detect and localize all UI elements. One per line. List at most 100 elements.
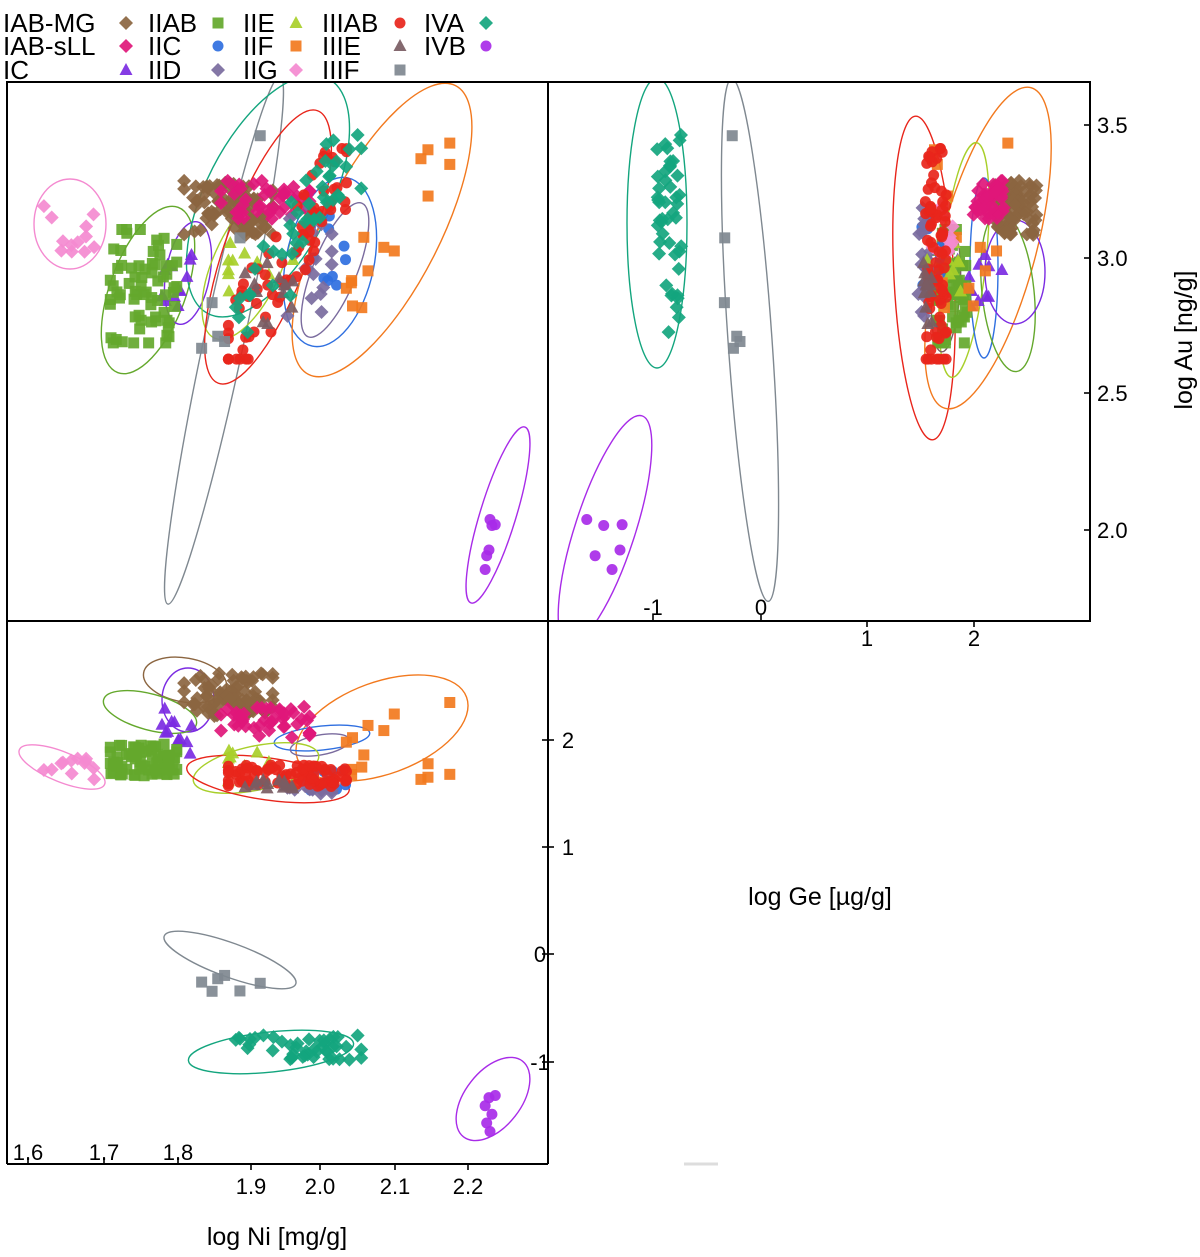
point-ge-au-iiiab: [938, 353, 950, 365]
point-ni-au-iiab: [113, 292, 125, 304]
point-ni-au-iva: [354, 141, 369, 156]
point-ni-ge-iiie: [261, 777, 275, 790]
point-ge-au-iva: [672, 133, 687, 148]
point-ge-au-iva: [653, 234, 668, 249]
point-ni-au-iiie: [260, 256, 274, 269]
point-ni-ge-iif: [422, 771, 434, 783]
point-ge-au-iva: [650, 169, 665, 184]
tick-label-au: 3.5: [1097, 113, 1128, 138]
point-ge-au-iva: [669, 300, 684, 315]
point-ge-au-iiiab: [925, 220, 937, 232]
point-ni-ge-iab-mg: [265, 686, 280, 701]
point-ni-au-iva: [231, 310, 246, 325]
point-ni-ge-iiiab: [222, 767, 234, 779]
point-ni-au-iiiab: [270, 231, 282, 243]
point-ni-ge-iab-sll: [297, 699, 312, 714]
point-ni-au-iif: [388, 245, 400, 257]
point-ni-ge-iig: [64, 753, 79, 768]
tick-label-ni: 2.1: [380, 1174, 411, 1199]
point-ge-au-ivb: [589, 550, 601, 562]
point-ni-au-ivb: [489, 519, 501, 531]
ellipse-ni-ge-iva: [187, 1029, 355, 1075]
point-ni-ge-iiiab: [263, 763, 275, 775]
point-ge-au-iiab: [960, 292, 972, 304]
legend-label-iiiab: IIIAB: [322, 8, 378, 38]
point-ni-au-iva: [240, 325, 255, 340]
point-ge-au-iiiab: [937, 228, 949, 240]
point-ni-ge-iva: [265, 1043, 280, 1058]
point-ni-ge-iiab: [131, 748, 143, 760]
point-ge-au-iab-sll: [985, 200, 1000, 215]
legend-marker-iab-sll: [119, 39, 133, 53]
point-ge-au-iab-sll: [981, 211, 996, 226]
ellipse-ni-ge-iiif: [163, 930, 297, 990]
ellipse-ni-ge-iif: [295, 674, 469, 782]
point-ni-ge-iiab: [129, 741, 141, 753]
point-ni-au-iiab: [104, 274, 116, 286]
point-ni-ge-iif: [358, 749, 370, 761]
point-ni-au-iva: [290, 205, 305, 220]
point-ge-au-iab-sll: [968, 200, 983, 215]
point-ni-au-iig: [77, 244, 92, 259]
point-ni-ge-iab-sll: [233, 708, 248, 723]
point-ni-au-iig: [79, 219, 94, 234]
point-ni-au-iva: [339, 159, 354, 174]
point-ni-au-iab-mg: [201, 206, 216, 221]
axis-ticks: 1.6 1.7 1.81.9 2.0 2.1 2.2-1 01 2210-13.53.02.5…: [7, 113, 1128, 1199]
point-ni-au-iiab: [146, 267, 158, 279]
x-axis-title-ge: log Ge [µg/g]: [748, 883, 892, 911]
point-ni-ge-iva: [242, 1037, 257, 1052]
point-ni-ge-iab-mg: [193, 668, 208, 683]
point-ge-au-iiif: [726, 130, 738, 142]
point-ni-ge-iiab: [162, 749, 174, 761]
point-ni-au-iiiab: [299, 264, 311, 276]
point-ni-au-iab-sll: [262, 202, 277, 217]
point-ge-au-ic: [979, 289, 993, 302]
point-ni-ge-iiiab: [318, 777, 330, 789]
point-ge-au-iiab: [947, 311, 959, 323]
legend-marker-iiif: [394, 64, 406, 76]
point-ni-au-iva: [248, 261, 263, 276]
point-ge-au-ic: [962, 269, 976, 282]
tick-label-ni: 2.2: [453, 1174, 484, 1199]
point-ge-au-iiab: [950, 322, 962, 334]
point-ni-au-iiab: [112, 262, 124, 274]
point-ni-au-iiab: [158, 232, 170, 244]
panel-frames: [6, 81, 1091, 1165]
point-ni-ge-iiie: [279, 778, 293, 791]
point-ni-au-iif: [415, 153, 427, 165]
point-ni-au-iiab: [166, 260, 178, 272]
point-ni-au-iiif: [234, 232, 246, 244]
point-ge-au-iif: [1002, 137, 1014, 149]
point-ni-ge-iiif: [206, 985, 218, 997]
point-ni-au-iva: [256, 239, 271, 254]
point-ni-ge-iab-sll: [238, 719, 253, 734]
point-ge-au-iva: [652, 246, 667, 261]
point-ni-au-iva: [342, 142, 357, 157]
point-ni-au-iiiab: [222, 353, 234, 365]
ellipse-ni-au-ivb: [465, 426, 531, 604]
point-ni-ge-iiab: [104, 741, 116, 753]
point-ni-au-iid: [324, 244, 339, 259]
panel-ni-vs-au: [33, 82, 531, 605]
point-ge-au-iie: [942, 267, 956, 280]
point-ni-ge-iiab: [116, 761, 128, 773]
point-ni-au-iie: [223, 236, 237, 248]
point-ge-au-iva: [671, 261, 686, 276]
tick-label-au: 3.0: [1097, 246, 1128, 271]
point-ni-au-iiab: [105, 332, 117, 344]
point-ni-ge-iab-mg: [177, 695, 192, 710]
point-ni-ge-iab-sll: [214, 723, 229, 738]
legend-label-iie: IIE: [243, 8, 275, 38]
point-ni-ge-iab-mg: [187, 697, 202, 712]
point-ni-au-iiie: [238, 266, 252, 279]
point-ni-au-iva: [309, 164, 324, 179]
point-ge-au-iiiab: [922, 234, 934, 246]
ellipse-ni-ge-iiab: [102, 689, 198, 735]
point-ge-au-iiif: [734, 336, 746, 348]
point-ni-au-iiab: [154, 249, 166, 261]
point-ni-ge-iiab: [123, 748, 135, 760]
point-ge-au-ivb: [614, 544, 626, 556]
point-ni-au-iid: [324, 257, 339, 272]
point-ni-au-iiab: [139, 263, 151, 275]
